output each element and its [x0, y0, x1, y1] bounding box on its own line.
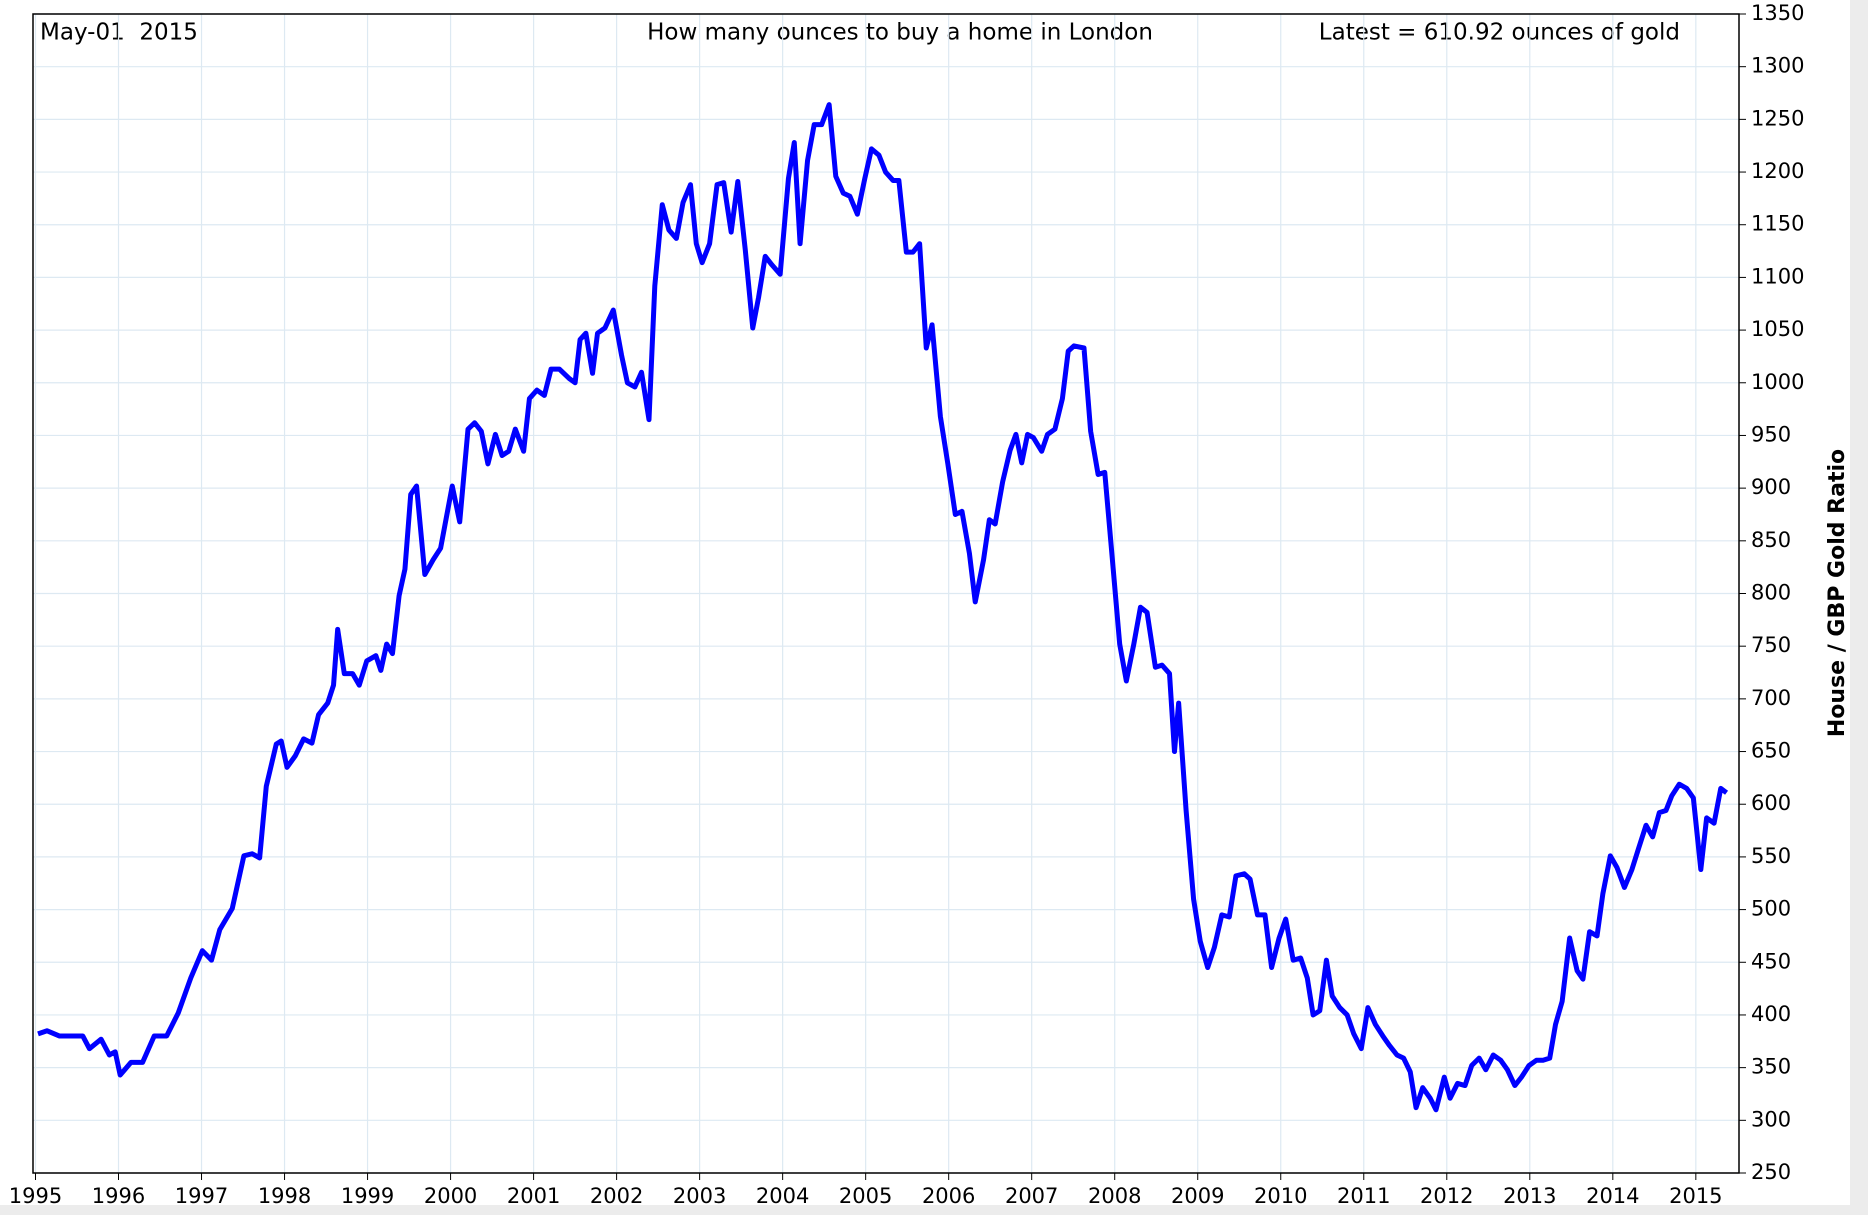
- y-tick-label: 1050: [1751, 317, 1804, 341]
- y-tick-label: 900: [1751, 475, 1791, 499]
- x-tick-label: 2006: [922, 1184, 975, 1208]
- y-tick-label: 550: [1751, 844, 1791, 868]
- y-tick-label: 700: [1751, 686, 1791, 710]
- y-tick-label: 1350: [1751, 1, 1804, 25]
- y-tick-label: 600: [1751, 791, 1791, 815]
- y-tick-label: 250: [1751, 1160, 1791, 1184]
- x-tick-label: 1996: [92, 1184, 145, 1208]
- y-tick-label: 1100: [1751, 264, 1804, 288]
- plot-border: [32, 13, 1740, 1174]
- y-tick-label: 400: [1751, 1002, 1791, 1026]
- y-tick-label: 850: [1751, 528, 1791, 552]
- x-tick-label: 2010: [1254, 1184, 1307, 1208]
- x-tick-label: 2003: [673, 1184, 726, 1208]
- x-tick-label: 2011: [1337, 1184, 1390, 1208]
- y-tick-label: 800: [1751, 581, 1791, 605]
- y-tick-label: 1300: [1751, 54, 1804, 78]
- y-tick-label: 1200: [1751, 159, 1804, 183]
- x-tick-label: 2008: [1088, 1184, 1141, 1208]
- y-tick-label: 450: [1751, 949, 1791, 973]
- y-tick-label: 1150: [1751, 212, 1804, 236]
- y-tick-label: 300: [1751, 1107, 1791, 1131]
- y-tick-label: 500: [1751, 897, 1791, 921]
- x-tick-label: 2007: [1005, 1184, 1058, 1208]
- y-tick-label: 750: [1751, 633, 1791, 657]
- x-tick-label: 2012: [1420, 1184, 1473, 1208]
- x-tick-label: 1997: [175, 1184, 228, 1208]
- y-tick-label: 350: [1751, 1055, 1791, 1079]
- x-tick-label: 2002: [590, 1184, 643, 1208]
- x-tick-label: 2000: [424, 1184, 477, 1208]
- x-tick-label: 2015: [1669, 1184, 1722, 1208]
- y-axis-label: House / GBP Gold Ratio: [1825, 449, 1850, 737]
- y-tick-label: 950: [1751, 422, 1791, 446]
- annotation: Latest = 610.92 ounces of gold: [1319, 20, 1680, 46]
- x-tick-label: 2014: [1586, 1184, 1639, 1208]
- x-tick-label: 2001: [507, 1184, 560, 1208]
- y-tick-label: 1250: [1751, 106, 1804, 130]
- data-line: [37, 102, 1729, 1113]
- x-tick-label: 2013: [1503, 1184, 1556, 1208]
- x-tick-label: 1995: [9, 1184, 62, 1208]
- x-tick-label: 1999: [341, 1184, 394, 1208]
- x-tick-label: 2004: [756, 1184, 809, 1208]
- y-tick-label: 1000: [1751, 370, 1804, 394]
- x-tick-label: 1998: [258, 1184, 311, 1208]
- x-tick-label: 2009: [1171, 1184, 1224, 1208]
- y-tick-label: 650: [1751, 739, 1791, 763]
- chart-title: How many ounces to buy a home in London: [647, 20, 1153, 46]
- x-tick-label: 2005: [839, 1184, 892, 1208]
